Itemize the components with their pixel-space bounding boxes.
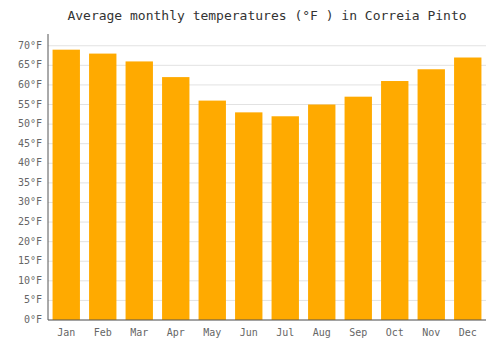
bar (381, 81, 408, 320)
bar (126, 61, 153, 320)
x-axis-line (48, 320, 486, 321)
y-tick-label: 10°F (18, 275, 42, 286)
y-tick-label: 15°F (18, 255, 42, 266)
bars (53, 50, 482, 320)
y-tick-label: 70°F (18, 40, 42, 51)
x-tick-label: Aug (313, 327, 331, 338)
title: Average monthly temperatures (°F ) in Co… (67, 8, 466, 23)
bar (272, 116, 299, 320)
grid-line (48, 320, 486, 321)
y-tick-labels: 0°F 5°F 10°F 15°F 20°F 25°F 30°F 35°F 40°F 45°F 50… (18, 40, 42, 325)
x-tick-label: Jul (276, 327, 294, 338)
y-axis-line (48, 34, 49, 320)
x-tick-label: Mar (130, 327, 148, 338)
y-tick-label: 65°F (18, 59, 42, 70)
bar (308, 105, 335, 320)
y-tick-label: 60°F (18, 79, 42, 90)
x-tick-label: Dec (459, 327, 477, 338)
chart: Average monthly temperatures (°F ) in Co… (0, 0, 500, 350)
bar (199, 101, 226, 320)
bar (53, 50, 80, 320)
y-tick-label: 55°F (18, 99, 42, 110)
y-tick-label: 0°F (24, 314, 42, 325)
y-tick-label: 35°F (18, 177, 42, 188)
y-tick-label: 40°F (18, 157, 42, 168)
x-tick-label: Feb (94, 327, 112, 338)
bar (162, 77, 189, 320)
x-tick-label: May (203, 327, 221, 338)
x-tick-label: Jan (57, 327, 75, 338)
y-tick-label: 25°F (18, 216, 42, 227)
x-tick-label: Jun (240, 327, 258, 338)
grid (48, 46, 486, 320)
x-tick-label: Apr (167, 327, 185, 338)
y-tick-label: 5°F (24, 294, 42, 305)
x-tick-label: Nov (422, 327, 440, 338)
bar (454, 58, 481, 320)
bar (345, 97, 372, 320)
y-tick-label: 30°F (18, 196, 42, 207)
x-tick-label: Sep (349, 327, 367, 338)
x-tick-labels: Jan Feb Mar Apr May Jun Jul Aug Sep Oct Nov Dec (57, 327, 477, 338)
y-tick-label: 50°F (18, 118, 42, 129)
y-tick-label: 45°F (18, 138, 42, 149)
bar (235, 112, 262, 320)
x-tick-label: Oct (386, 327, 404, 338)
chart-container: Average monthly temperatures (°F ) in Co… (0, 0, 500, 350)
bar (89, 54, 116, 320)
bar (418, 69, 445, 320)
y-tick-label: 20°F (18, 236, 42, 247)
grid-line (48, 45, 486, 46)
